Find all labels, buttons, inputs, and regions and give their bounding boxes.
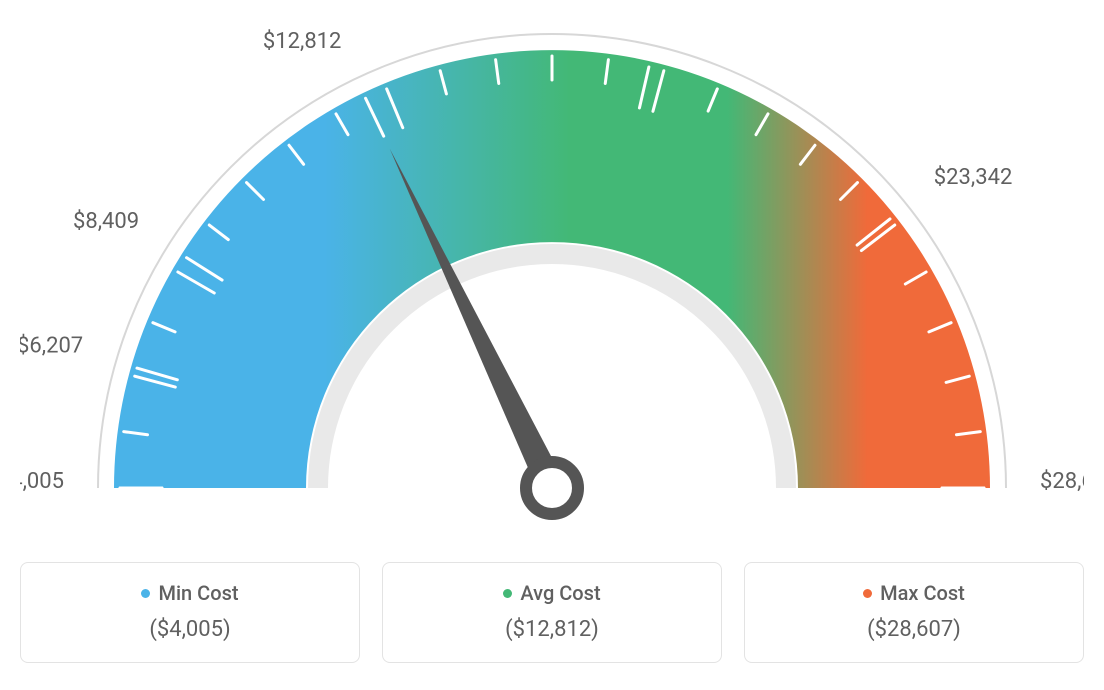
svg-text:$8,409: $8,409 [73,209,139,234]
legend-avg-label-text: Avg Cost [520,581,600,605]
legend-row: Min Cost ($4,005) Avg Cost ($12,812) Max… [20,562,1084,663]
legend-min-label-text: Min Cost [158,581,238,605]
legend-avg-card: Avg Cost ($12,812) [382,562,722,663]
legend-max-label-text: Max Cost [880,581,965,605]
gauge-chart: $4,005$6,207$8,409$12,812$18,077$23,342$… [20,20,1084,544]
legend-min-card: Min Cost ($4,005) [20,562,360,663]
legend-min-label: Min Cost [141,581,238,605]
legend-max-value: ($28,607) [755,617,1073,642]
svg-text:$12,812: $12,812 [263,29,342,54]
svg-text:$6,207: $6,207 [20,334,83,359]
legend-min-value: ($4,005) [31,617,349,642]
svg-text:$23,342: $23,342 [934,165,1013,190]
legend-avg-value: ($12,812) [393,617,711,642]
legend-max-label: Max Cost [863,581,965,605]
legend-avg-label: Avg Cost [503,581,600,605]
svg-text:$28,607: $28,607 [1040,469,1084,494]
gauge-svg: $4,005$6,207$8,409$12,812$18,077$23,342$… [20,20,1084,540]
legend-max-card: Max Cost ($28,607) [744,562,1084,663]
svg-text:$4,005: $4,005 [20,469,64,494]
